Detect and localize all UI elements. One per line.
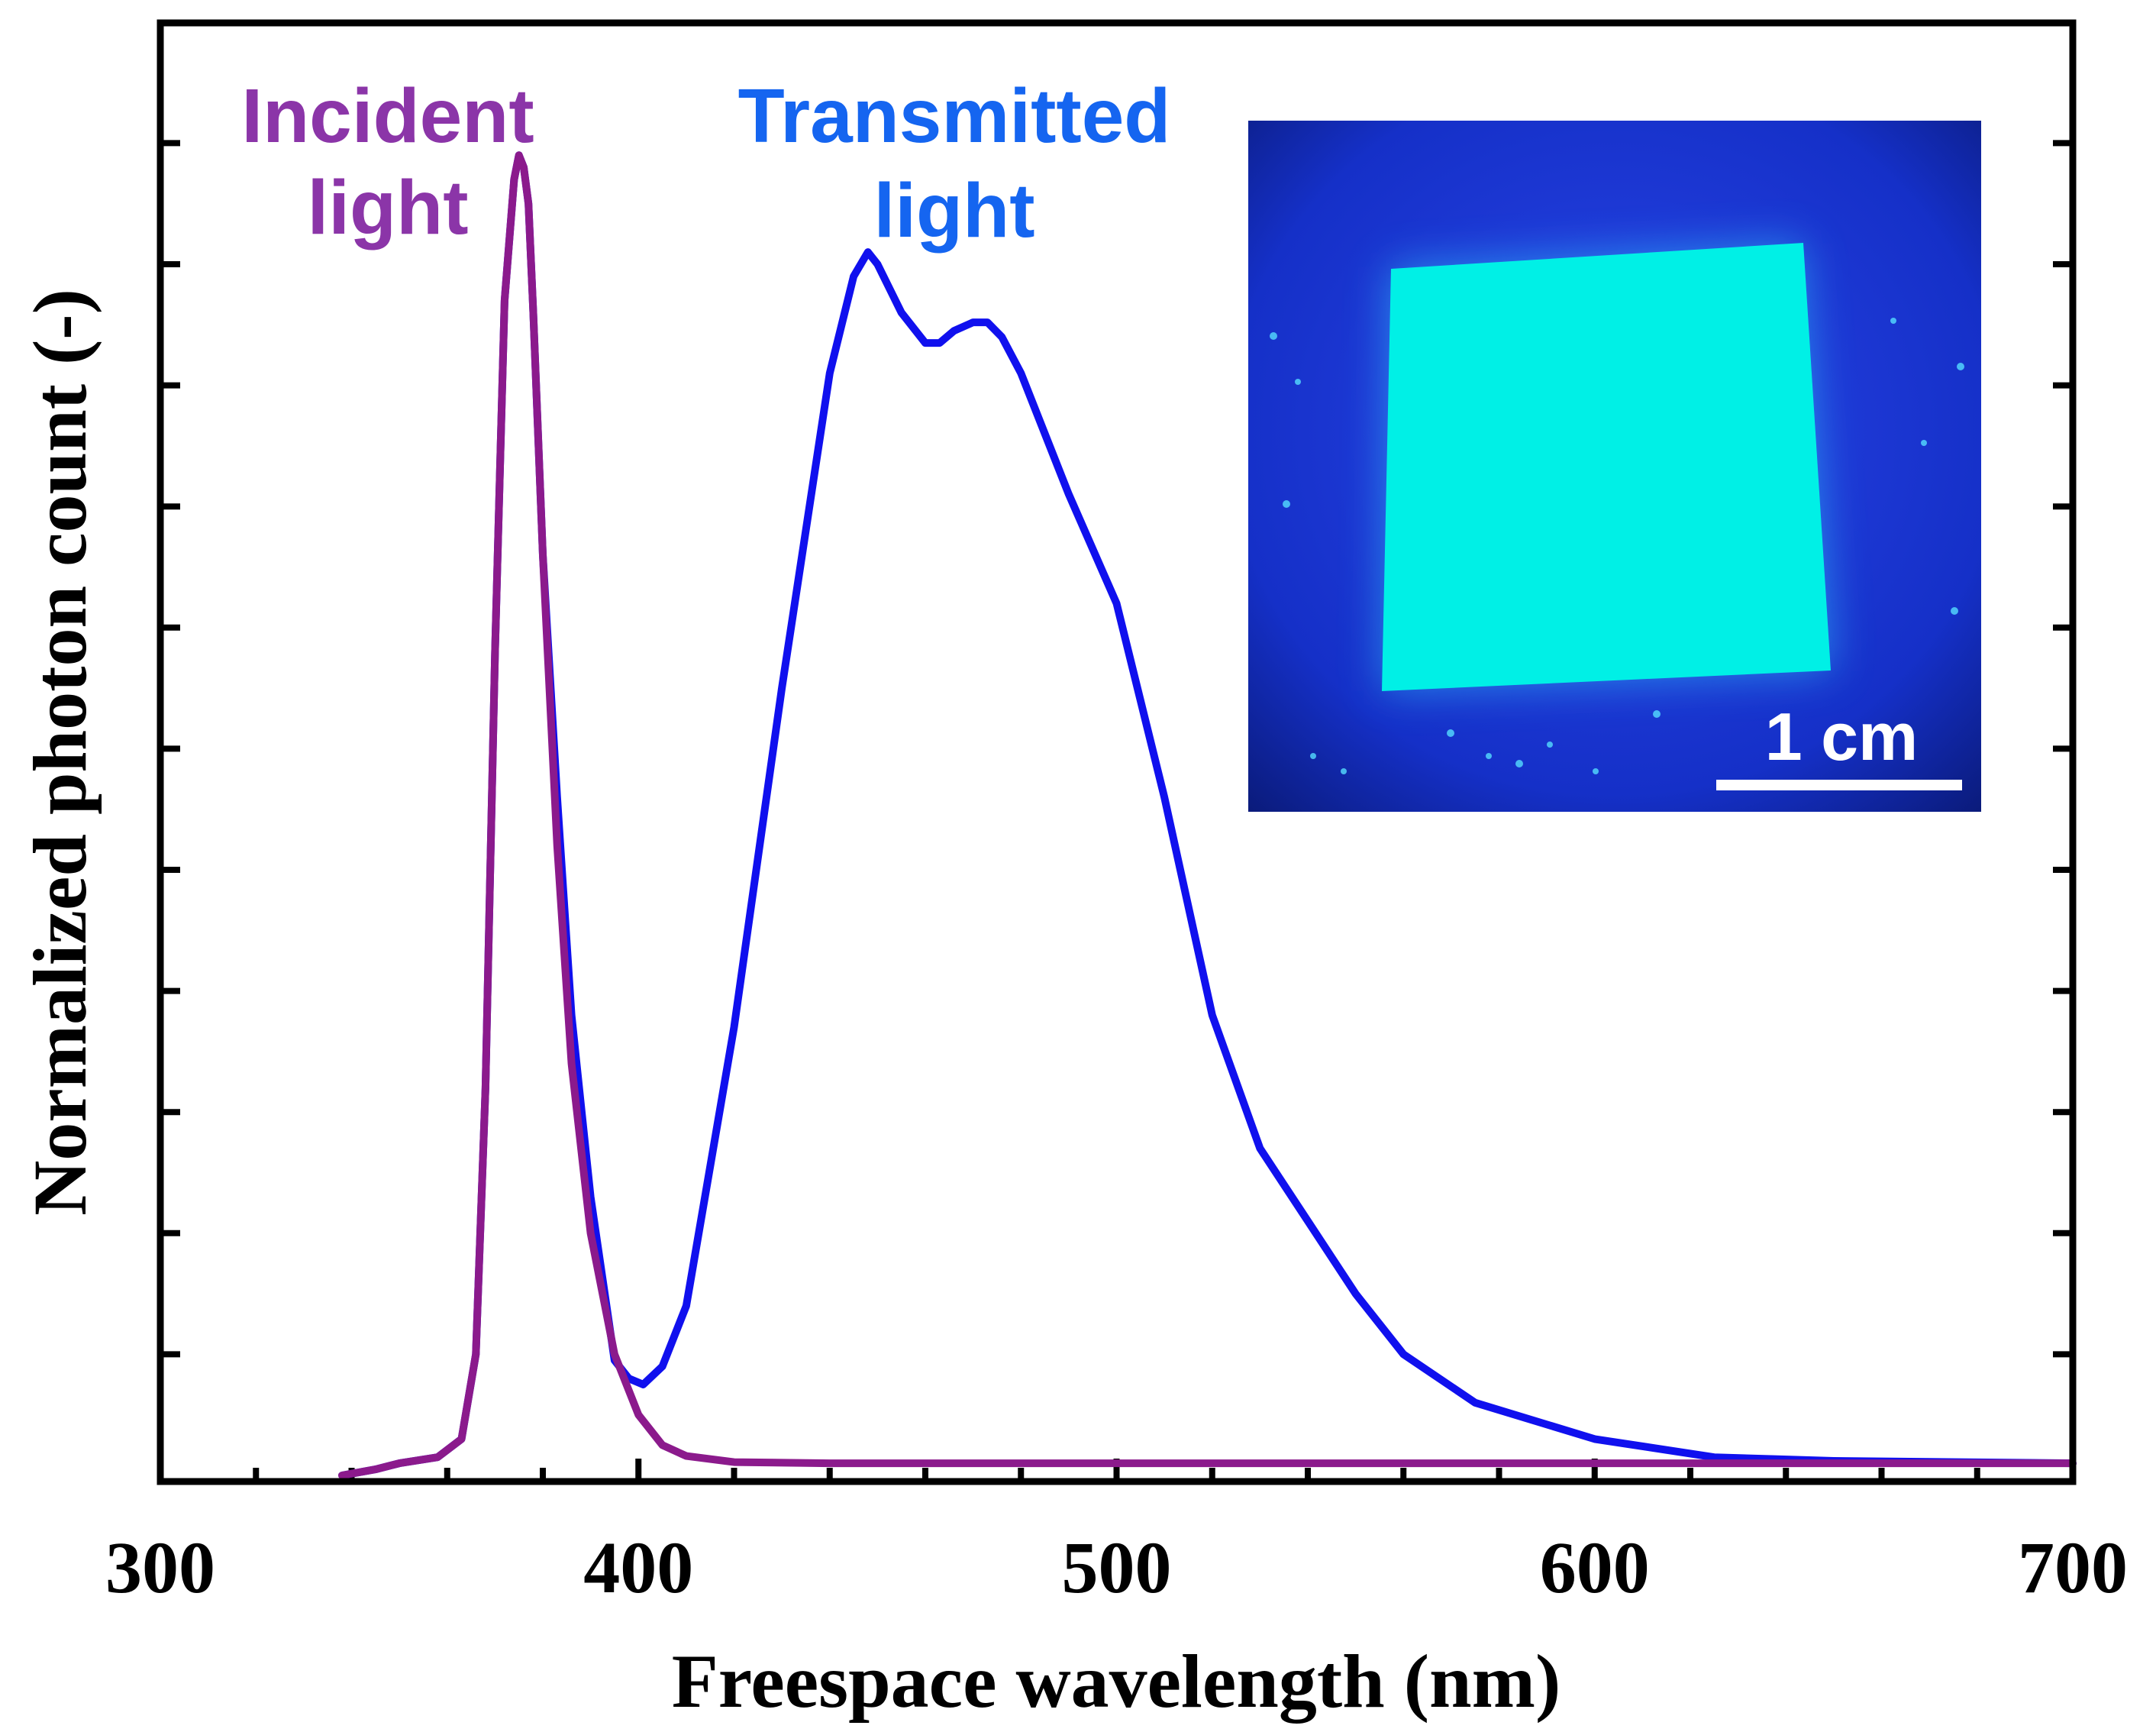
tick-labels: 300 400 500 600 700 <box>105 1527 2128 1608</box>
inset-sample <box>1382 243 1831 691</box>
series-lines <box>338 151 2077 1479</box>
x-axis-label: Freespace wavelength (nm) <box>672 1639 1561 1724</box>
incident-light-label-line2: light <box>307 165 468 250</box>
scale-bar <box>1716 780 1962 790</box>
transmitted-light-label-line2: light <box>873 168 1034 254</box>
incident-light-line <box>338 151 2077 1479</box>
incident-light-label-line1: Incident <box>241 73 534 159</box>
x-tick-label-300: 300 <box>105 1527 215 1608</box>
x-tick-label-400: 400 <box>583 1527 693 1608</box>
scale-bar-label: 1 cm <box>1765 699 1919 774</box>
transmitted-light-label-line1: Transmitted <box>738 73 1171 159</box>
x-tick-label-600: 600 <box>1540 1527 1650 1608</box>
plot-frame <box>157 19 2077 1485</box>
x-tick-label-500: 500 <box>1062 1527 1172 1608</box>
inset-speckles <box>1270 318 1964 774</box>
y-axis-label: Normalized photon count (-) <box>18 289 102 1216</box>
inset-photo: 1 cm <box>1248 121 1981 812</box>
x-tick-label-700: 700 <box>2018 1527 2128 1608</box>
